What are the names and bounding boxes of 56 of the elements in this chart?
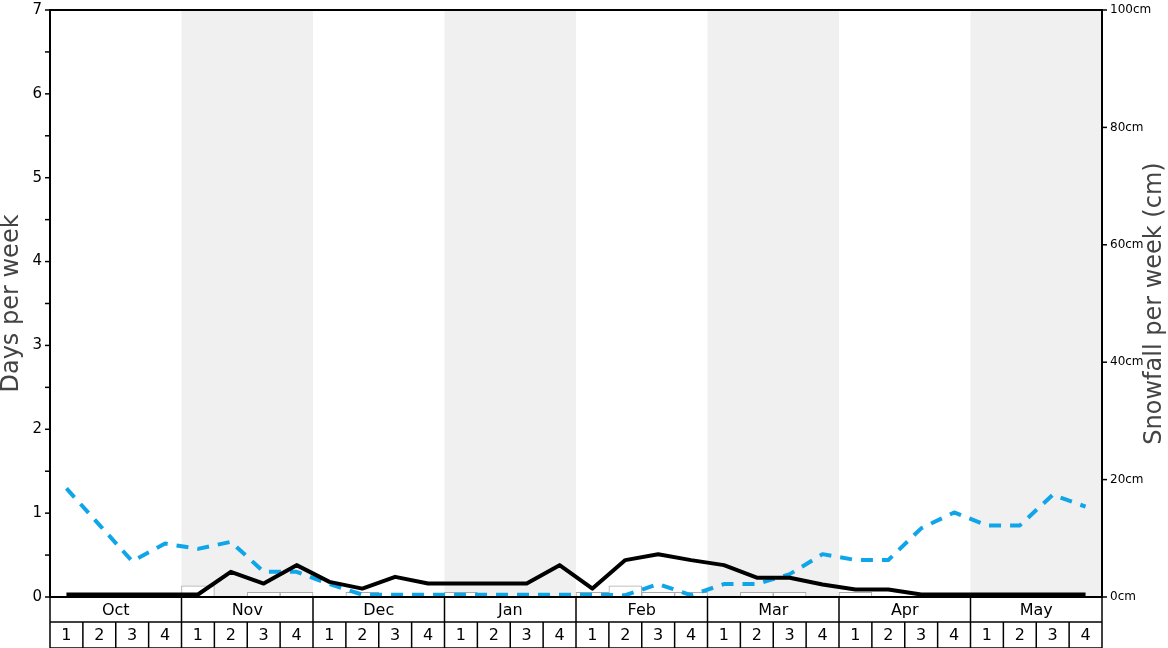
x-tick-label: 2 [1014,625,1025,645]
y-tick-label: 5 [32,167,42,186]
text: Apr [890,599,920,619]
x-tick-label: 2 [488,625,499,645]
y2-tick-label: 100cm [1110,2,1152,17]
x-tick-label: 2 [883,625,894,645]
x-tick-label: 1 [587,625,598,645]
x-tick-label: 2 [94,625,105,645]
y-tick-label: 6 [32,83,42,102]
x-tick-label: 4 [1080,625,1091,645]
y-tick-label: 3 [32,335,42,354]
x-tick-label: 3 [784,625,795,645]
x-tick-label: 3 [258,625,269,645]
line-series [64,486,1088,597]
text: Jan [496,599,523,619]
x-tick-label: 2 [225,625,236,645]
y-tick-label: 4 [32,251,42,270]
y-tick-label: 0 [32,586,42,605]
y2-tick-label: 40cm [1110,354,1144,369]
x-tick-label: 1 [192,625,204,645]
x-tick-label: 4 [291,625,302,645]
text: Nov [231,599,263,619]
x-tick-label: 3 [653,625,664,645]
x-tick-label: 1 [455,625,467,645]
y-tick-label: 7 [32,0,42,18]
x-tick-label: 1 [61,625,72,645]
x-tick-label: 1 [718,625,730,645]
text: Oct [101,599,130,619]
x-tick-label: 3 [1047,625,1058,645]
x-tick-label: 3 [127,625,138,645]
text: Dec [363,599,395,619]
text: Feb [627,599,656,619]
text: May [1019,599,1053,619]
y2-tick-label: 80cm [1110,119,1144,134]
y-tick-label: 2 [32,419,42,438]
x-tick-label: 2 [751,625,762,645]
y-axis-title: Days per week [0,214,25,393]
x-tick-label: 1 [981,625,993,645]
x-tick-label: 4 [817,625,828,645]
x-tick-label: 4 [422,625,434,645]
y2-tick-label: 0cm [1110,589,1136,604]
x-tick-label: 4 [948,625,960,645]
x-tick-label: 1 [850,625,861,645]
y-tick-label: 1 [32,503,42,522]
x-tick-label: 4 [554,625,565,645]
x-tick-label: 2 [357,625,368,645]
x-tick-label: 2 [620,625,631,645]
text: Mar [758,599,789,619]
x-tick-label: 4 [685,625,697,645]
x-tick-label: 3 [390,625,401,645]
y2-tick-label: 20cm [1110,471,1144,486]
x-tick-label: 4 [159,625,171,645]
x-tick-label: 3 [916,625,927,645]
x-tick-label: 1 [324,625,335,645]
x-tick-label: 3 [521,625,532,645]
y2-tick-label: 60cm [1110,236,1144,251]
